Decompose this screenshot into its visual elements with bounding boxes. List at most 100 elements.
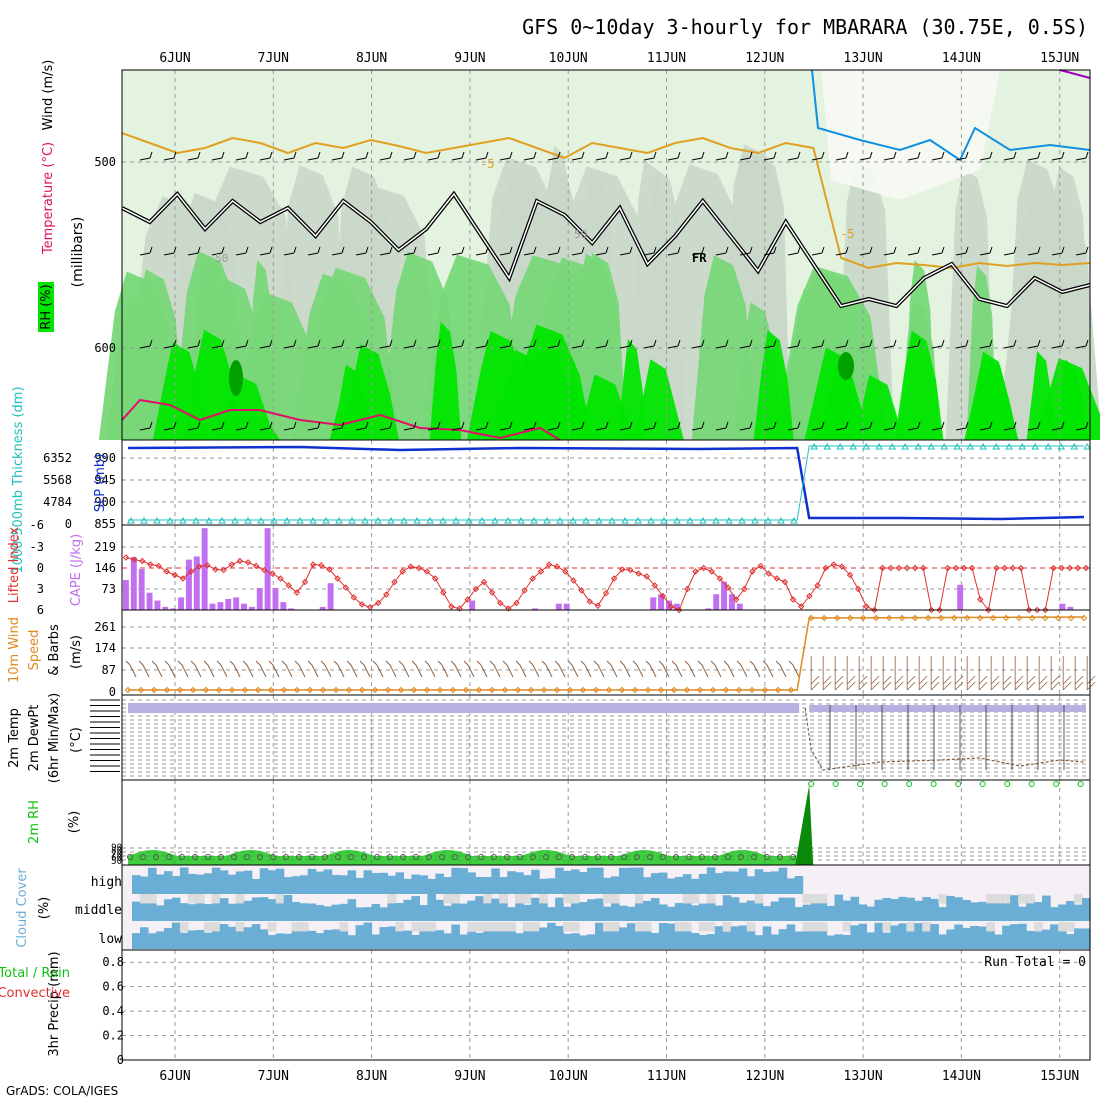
thickness-marker [296, 517, 304, 524]
wind-barb [163, 246, 177, 256]
cloud-cell [315, 933, 325, 949]
cloud-cell [1042, 929, 1051, 949]
wind-barb [403, 421, 417, 431]
wind-barb [1075, 421, 1089, 431]
cloud-gap [802, 894, 812, 904]
thickness-marker [595, 517, 603, 524]
cloud-gap [1066, 922, 1075, 932]
cloud-cell [890, 925, 899, 949]
cloud-gap [922, 922, 931, 932]
li-marker [277, 575, 284, 582]
cloud-cell [435, 899, 444, 921]
cloud-cell [611, 876, 620, 894]
cloud-cell [475, 932, 484, 949]
thickness-marker [478, 517, 486, 524]
cloud-cell [722, 871, 732, 894]
cape-bar [713, 594, 720, 610]
cloud-cell [650, 932, 660, 949]
wind-speed-marker [1002, 614, 1010, 622]
li-marker [854, 585, 862, 593]
thickness-marker [556, 517, 564, 524]
wind-barb [787, 421, 801, 431]
wind-barb [235, 339, 249, 349]
cloud-cell [898, 896, 907, 921]
cloud-cell [698, 873, 708, 894]
wind-barb [955, 421, 969, 431]
wind-barb-10m [515, 660, 527, 678]
cloud-cell [666, 906, 676, 921]
wind-barb [835, 339, 849, 349]
li-marker [765, 570, 772, 577]
cape-bar [178, 597, 184, 610]
cloud-cell [147, 933, 157, 949]
li-tick-label: -3 [30, 540, 44, 554]
cape-bar [563, 603, 570, 610]
cloud-cell [235, 922, 245, 949]
wind-barb [451, 151, 465, 161]
cloud-cell [299, 923, 309, 949]
cloud-cell [906, 897, 915, 921]
wind-barb [1027, 339, 1041, 349]
wind-speed-marker [1054, 614, 1062, 622]
cloud-cell [195, 874, 205, 894]
temp-band [128, 703, 800, 713]
cloud-gap [475, 922, 484, 932]
wind-barb [307, 246, 321, 256]
bottom-date-label: 10JUN [549, 1069, 588, 1084]
cloud-cell [499, 924, 508, 949]
cloud-gap [611, 894, 620, 904]
thickness-marker [966, 443, 975, 450]
cloud-cell [179, 932, 189, 949]
rh-contour-fill [804, 347, 866, 440]
wind-speed-marker [618, 686, 626, 694]
cloud-cell [1082, 898, 1091, 921]
precip-tick-label: 0 [117, 1053, 124, 1067]
cloud-cell [587, 934, 596, 949]
wind-barb-10m [645, 660, 657, 678]
cloud-cell [331, 929, 341, 949]
cloud-cell [754, 935, 764, 949]
li-marker [1066, 564, 1073, 572]
wind-speed-marker [176, 686, 184, 694]
wind-barb [979, 421, 993, 431]
cloud-cell [834, 894, 844, 921]
cloud-cell [371, 903, 381, 921]
wind-barb [163, 151, 177, 161]
cloud-cell [1050, 907, 1059, 921]
li-marker [236, 557, 244, 565]
cloud-cell [770, 934, 780, 949]
thickness-marker [777, 517, 785, 524]
wind-barb [643, 339, 657, 349]
rh2m-marker [387, 854, 393, 860]
wind-barb [187, 246, 201, 256]
rh2m-spike [795, 785, 814, 865]
cloud-cell [818, 899, 828, 921]
wind-speed-marker [1041, 614, 1049, 622]
temp2m-axis-label: 2m Temp [7, 708, 22, 768]
cloud-gap [842, 922, 852, 932]
wind-barb-10m [177, 660, 189, 678]
wind-barb-10m [858, 656, 868, 691]
wind-speed-marker [657, 686, 665, 694]
cloud-cell [283, 895, 293, 921]
cloud-gap [634, 894, 644, 904]
rh-contour-fill [753, 330, 794, 440]
rh2m-marker [930, 781, 937, 787]
cloud-cell [283, 933, 293, 949]
cloud-cell [355, 877, 365, 894]
wind-barb-10m [882, 656, 892, 691]
cloud-cell [1034, 931, 1043, 949]
li-marker [163, 568, 170, 575]
cloud-cell [427, 931, 436, 949]
cloud-cell [179, 867, 189, 894]
wind-barb [835, 421, 849, 431]
cloud-cell [347, 935, 357, 949]
cloud-gap [690, 894, 700, 904]
contour-label: FR [692, 251, 707, 265]
wind-speed-marker [358, 686, 366, 694]
cloud-cell [658, 904, 668, 921]
wind-barb [355, 151, 369, 161]
wind-barb [907, 421, 921, 431]
wind-barb [883, 421, 897, 431]
